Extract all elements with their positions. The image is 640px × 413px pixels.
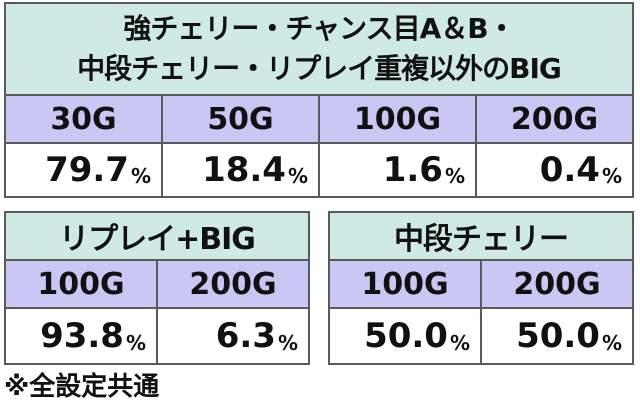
- value-cell: 79.7%: [6, 144, 161, 196]
- table-chudan-cherry: 中段チェリー 100G 200G 50.0% 50.0%: [328, 211, 634, 365]
- value-number: 0.4: [539, 150, 600, 190]
- value-cell: 93.8%: [6, 309, 156, 363]
- header-cell: 100G: [37, 266, 125, 302]
- value-cell: 0.4%: [475, 144, 632, 196]
- percent-sign: %: [287, 164, 308, 188]
- header-cell: 100G: [318, 96, 475, 142]
- value-number: 50.0: [364, 316, 448, 356]
- percent-sign: %: [444, 164, 465, 188]
- header-row: 30G 50G 100G 200G: [6, 96, 632, 144]
- value-cell: 50.0%: [480, 309, 632, 363]
- table-big-main: 強チェリー・チャンス目A＆B・ 中段チェリー・リプレイ重複以外のBIG 30G …: [4, 2, 634, 198]
- header-cell: 50G: [161, 96, 318, 142]
- header-cell: 200G: [475, 96, 632, 142]
- table-title: 強チェリー・チャンス目A＆B・ 中段チェリー・リプレイ重複以外のBIG: [6, 4, 632, 96]
- header-cell: 30G: [50, 101, 117, 137]
- value-row: 79.7% 18.4% 1.6% 0.4%: [6, 144, 632, 196]
- value-number: 93.8: [40, 316, 124, 356]
- header-cell: 200G: [480, 261, 632, 307]
- value-number: 1.6: [382, 150, 443, 190]
- value-number: 6.3: [215, 316, 276, 356]
- percent-sign: %: [277, 331, 298, 355]
- table-replay-big: リプレイ+BIG 100G 200G 93.8% 6.3%: [4, 211, 310, 365]
- percent-sign: %: [601, 164, 622, 188]
- header-row: 100G 200G: [330, 261, 632, 309]
- table-title: 中段チェリー: [330, 213, 632, 261]
- title-line-1: 強チェリー・チャンス目A＆B・: [123, 12, 515, 45]
- value-number: 18.4: [202, 150, 286, 190]
- header-cell: 200G: [156, 261, 308, 307]
- footnote: ※全設定共通: [4, 372, 160, 402]
- value-number: 50.0: [516, 316, 600, 356]
- percent-sign: %: [130, 164, 151, 188]
- value-cell: 1.6%: [318, 144, 475, 196]
- value-cell: 18.4%: [161, 144, 318, 196]
- value-row: 50.0% 50.0%: [330, 309, 632, 363]
- value-cell: 50.0%: [330, 309, 480, 363]
- value-row: 93.8% 6.3%: [6, 309, 308, 363]
- header-row: 100G 200G: [6, 261, 308, 309]
- value-cell: 6.3%: [156, 309, 308, 363]
- percent-sign: %: [125, 331, 146, 355]
- percent-sign: %: [449, 331, 470, 355]
- header-cell: 100G: [361, 266, 449, 302]
- title-line-2: 中段チェリー・リプレイ重複以外のBIG: [77, 52, 562, 85]
- table-title: リプレイ+BIG: [6, 213, 308, 261]
- percent-sign: %: [601, 331, 622, 355]
- value-number: 79.7: [45, 150, 129, 190]
